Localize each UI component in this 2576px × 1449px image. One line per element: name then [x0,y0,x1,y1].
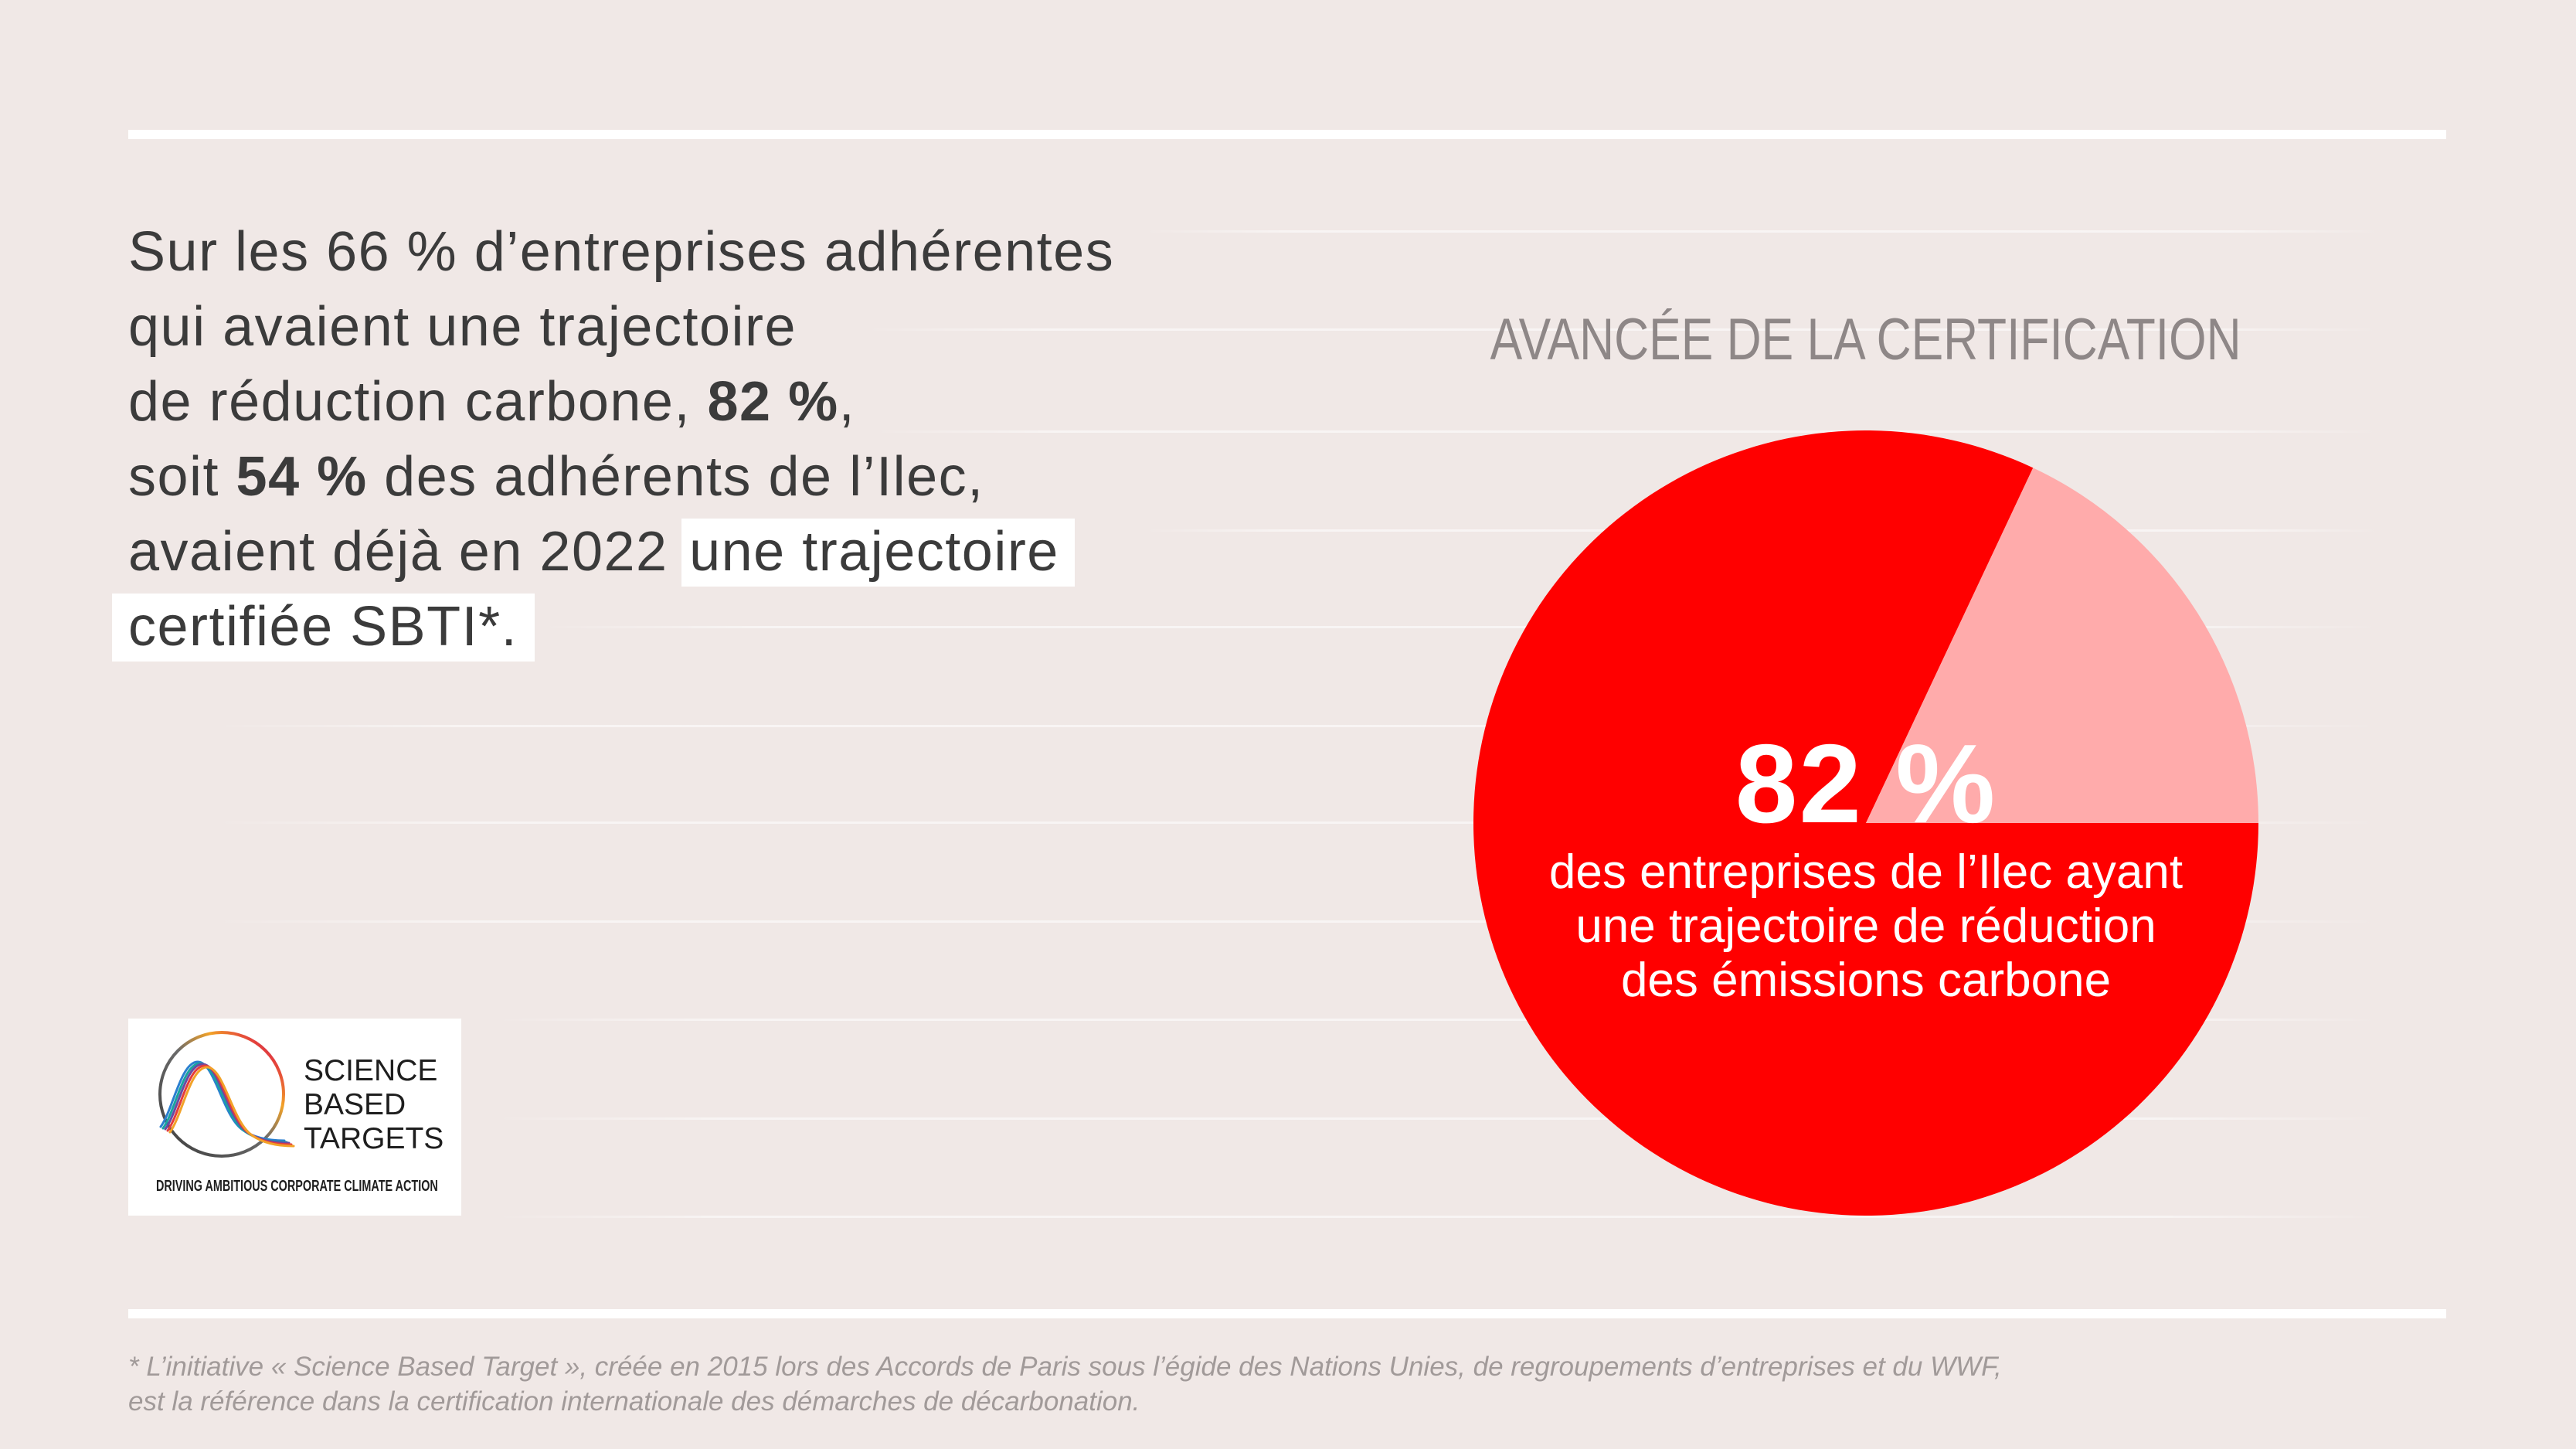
top-rule [128,130,2446,139]
intro-text: de réduction carbone, [128,371,708,433]
sbt-logo: SCIENCE BASED TARGETS DRIVING AMBITIOUS … [128,1019,461,1216]
intro-text: avaient déjà en 2022 [128,521,685,583]
intro-line: certifiée SBTI*. [112,590,1114,665]
background-line [1144,230,2380,233]
intro-line: avaient déjà en 2022 une trajectoire [128,515,1114,590]
background-line [865,328,2380,331]
background-line [873,430,2380,433]
highlighted-text: une trajectoire [681,519,1075,587]
highlighted-text: certifiée SBTI*. [112,594,535,662]
logo-wordmark-line: BASED [304,1088,406,1121]
pie-chart [1473,430,2258,1216]
stat-82-percent: 82 % [707,371,839,433]
pie-slice-2 [1866,468,2258,823]
intro-line: de réduction carbone, 82 %, [128,365,1114,440]
background-line [213,821,2380,824]
background-line [494,1216,2380,1218]
background-line [213,920,2380,923]
intro-line: Sur les 66 % d’entreprises adhérentes [128,215,1114,290]
stat-54-percent: 54 % [236,446,368,508]
footnote-line: * L’initiative « Science Based Target »,… [128,1352,2002,1382]
intro-text: des adhérents de l’Ilec, [367,446,984,508]
logo-tagline: DRIVING AMBITIOUS CORPORATE CLIMATE ACTI… [156,1177,548,1196]
background-line [541,626,2380,628]
intro-text: soit [128,446,236,508]
logo-wordmark: SCIENCE BASED TARGETS [304,1054,443,1156]
pie-annotation-line: une trajectoire de réduction [1575,900,2156,953]
science-based-targets-logo-icon [158,1031,295,1158]
chart-title-text: AVANCÉE DE LA CERTIFICATION [1490,307,2241,372]
pie-slice-1 [1473,430,2258,1216]
intro-line: soit 54 % des adhérents de l’Ilec, [128,440,1114,515]
footnote-line: est la référence dans la certification i… [128,1386,1140,1417]
intro-paragraph: Sur les 66 % d’entreprises adhérentes qu… [112,215,1114,665]
logo-wordmark-line: SCIENCE [304,1054,438,1087]
background-line [213,725,2380,727]
intro-text: qui avaient une trajectoire [128,296,797,358]
pie-annotation-line: des émissions carbone [1620,954,2112,1007]
intro-line: qui avaient une trajectoire [128,290,1114,365]
pie-annotation: des entreprises de l’Ilec ayant une traj… [1473,845,2258,1008]
logo-tagline-text: DRIVING AMBITIOUS CORPORATE CLIMATE ACTI… [156,1178,438,1195]
pie-center-label: 82 % [1735,721,1997,846]
background-line [494,1117,2380,1120]
chart-title: AVANCÉE DE LA CERTIFICATION [1325,305,2407,375]
intro-text: Sur les 66 % d’entreprises adhérentes [128,221,1115,283]
logo-wordmark-line: TARGETS [304,1122,444,1155]
pie-annotation-line: des entreprises de l’Ilec ayant [1548,845,2183,899]
intro-text: , [838,371,856,433]
bottom-rule [128,1309,2446,1318]
footnote: * L’initiative « Science Based Target »,… [128,1349,2002,1419]
background-line [494,1019,2380,1021]
